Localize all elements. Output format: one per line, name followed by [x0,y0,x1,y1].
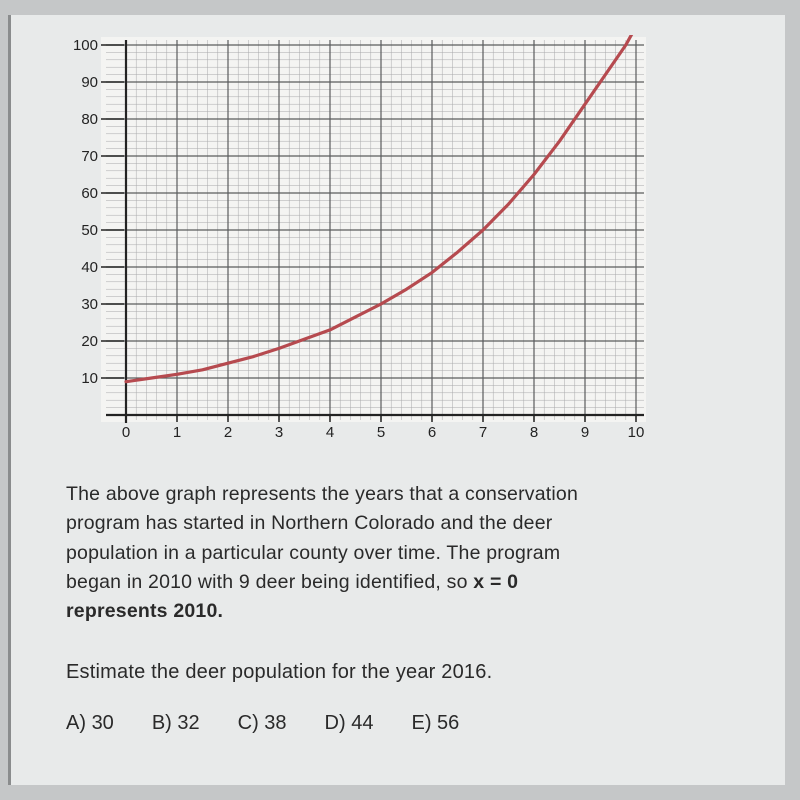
svg-text:10: 10 [628,424,645,441]
svg-text:30: 30 [81,296,98,313]
svg-text:5: 5 [377,424,385,441]
svg-text:60: 60 [81,185,98,202]
problem-description: The above graph represents the years tha… [66,480,750,626]
svg-text:70: 70 [81,148,98,165]
svg-text:7: 7 [479,424,487,441]
desc-line-4a: began in 2010 with 9 deer being identifi… [66,571,473,593]
desc-bold: x = 0 [473,571,518,593]
svg-text:10: 10 [81,370,98,387]
choice-d[interactable]: D) 44 [325,712,374,735]
svg-text:2: 2 [224,424,232,441]
svg-text:4: 4 [326,424,334,441]
choice-a[interactable]: A) 30 [66,712,114,735]
svg-text:20: 20 [81,333,98,350]
choice-c[interactable]: C) 38 [238,712,287,735]
growth-chart: 10 20 30 40 50 60 70 80 90 100 0 1 2 3 4 5 6 7 8 9 10 [66,35,646,455]
choice-b[interactable]: B) 32 [152,712,200,735]
question-text: Estimate the deer population for the yea… [66,661,750,684]
desc-line-2: program has started in Northern Colorado… [66,512,552,534]
worksheet-page: 10 20 30 40 50 60 70 80 90 100 0 1 2 3 4 5 6 7 8 9 10 The ab… [8,15,785,785]
svg-text:40: 40 [81,259,98,276]
desc-line-1: The above graph represents the years tha… [66,483,578,505]
svg-text:6: 6 [428,424,436,441]
svg-text:3: 3 [275,424,283,441]
svg-text:50: 50 [81,222,98,239]
svg-text:0: 0 [122,424,130,441]
desc-line-3: population in a particular county over t… [66,542,560,564]
answer-choices: A) 30 B) 32 C) 38 D) 44 E) 56 [66,712,750,735]
svg-text:90: 90 [81,74,98,91]
svg-text:1: 1 [173,424,181,441]
svg-text:100: 100 [73,37,98,54]
svg-text:8: 8 [530,424,538,441]
svg-text:80: 80 [81,111,98,128]
choice-e[interactable]: E) 56 [411,712,459,735]
svg-text:9: 9 [581,424,589,441]
chart-svg: 10 20 30 40 50 60 70 80 90 100 0 1 2 3 4 5 6 7 8 9 10 [66,35,646,455]
desc-line-5: represents 2010. [66,600,223,622]
